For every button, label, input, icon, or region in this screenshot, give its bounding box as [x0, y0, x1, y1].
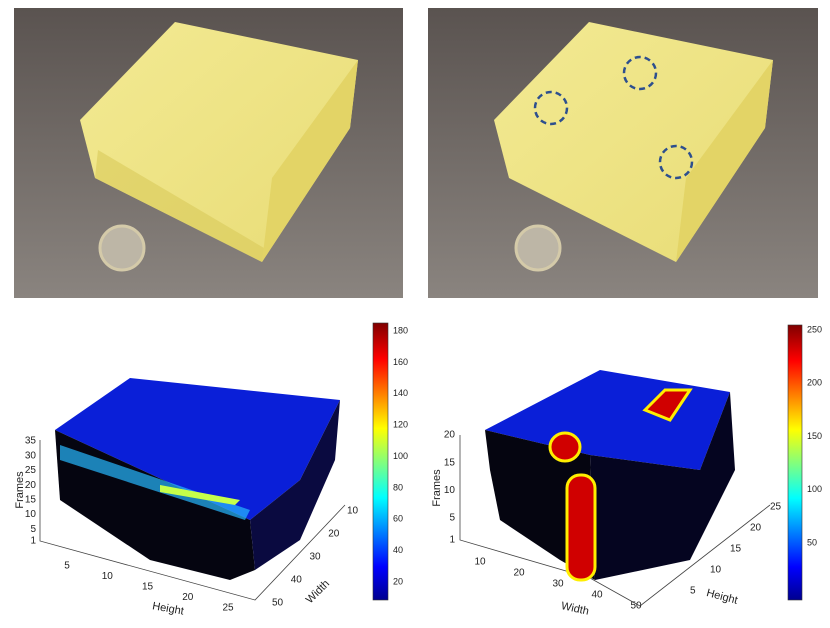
- x-tick-label: 10: [102, 571, 114, 582]
- z-tick-label: 5: [449, 513, 455, 524]
- y-tick-label: 10: [710, 565, 722, 576]
- x-tick-label: 15: [142, 582, 154, 593]
- colorbar-tick-label: 200: [807, 378, 822, 388]
- y-axis-label: Height: [705, 587, 739, 607]
- colorbar-tick-label: 40: [393, 545, 403, 555]
- z-tick-label: 20: [25, 480, 37, 491]
- x-tick-label: 50: [630, 601, 642, 612]
- colorbar-tick-label: 20: [393, 576, 403, 586]
- plot-right: [459, 324, 803, 607]
- x-tick-label: 20: [182, 592, 194, 603]
- x-tick-label: 20: [513, 568, 525, 579]
- z-tick-label: 25: [25, 465, 37, 476]
- z-axis-label: Frames: [14, 471, 26, 509]
- z-tick-label: 10: [444, 485, 456, 496]
- colorbar-tick-label: 100: [807, 484, 822, 494]
- z-tick-label: 10: [25, 509, 37, 520]
- y-tick-label: 25: [770, 502, 782, 513]
- z-tick-label: 5: [30, 524, 36, 535]
- z-axis-label: Frames: [431, 469, 443, 507]
- colorbar-tick-label: 80: [393, 482, 403, 492]
- z-tick-label: 15: [444, 457, 456, 468]
- z-tick-label: 1: [30, 536, 36, 547]
- y-tick-label: 5: [690, 586, 696, 597]
- y-tick-label: 20: [750, 523, 762, 534]
- photo-left: [14, 8, 403, 298]
- plot-left: [39, 322, 389, 601]
- x-tick-label: 10: [474, 557, 486, 568]
- y-tick-label: 10: [347, 506, 359, 517]
- photo-right: [428, 8, 818, 298]
- y-tick-label: 50: [272, 598, 284, 609]
- z-tick-label: 35: [25, 436, 37, 447]
- x-tick-label: 30: [552, 579, 564, 590]
- z-tick-label: 1: [449, 535, 455, 546]
- colorbar-tick-label: 100: [393, 451, 408, 461]
- colorbar-tick-label: 150: [807, 431, 822, 441]
- x-tick-label: 25: [222, 603, 234, 614]
- colorbar-tick-label: 180: [393, 325, 408, 335]
- y-tick-label: 30: [310, 552, 322, 563]
- colorbar-tick-label: 140: [393, 388, 408, 398]
- x-axis-label: Width: [560, 600, 590, 618]
- z-tick-label: 30: [25, 450, 37, 461]
- y-tick-label: 15: [730, 544, 742, 555]
- colorbar-tick-label: 250: [807, 324, 822, 334]
- z-tick-label: 15: [25, 494, 37, 505]
- colorbar-tick-label: 120: [393, 420, 408, 430]
- colorbar-tick-label: 160: [393, 357, 408, 367]
- x-tick-label: 40: [591, 590, 603, 601]
- colorbar-tick-label: 50: [807, 537, 817, 547]
- y-axis-label: Width: [304, 578, 332, 606]
- y-tick-label: 40: [291, 575, 303, 586]
- z-tick-label: 20: [444, 430, 456, 441]
- x-tick-label: 5: [64, 561, 70, 572]
- y-tick-label: 20: [328, 529, 340, 540]
- x-axis-label: Height: [151, 600, 184, 617]
- colorbar-tick-label: 60: [393, 514, 403, 524]
